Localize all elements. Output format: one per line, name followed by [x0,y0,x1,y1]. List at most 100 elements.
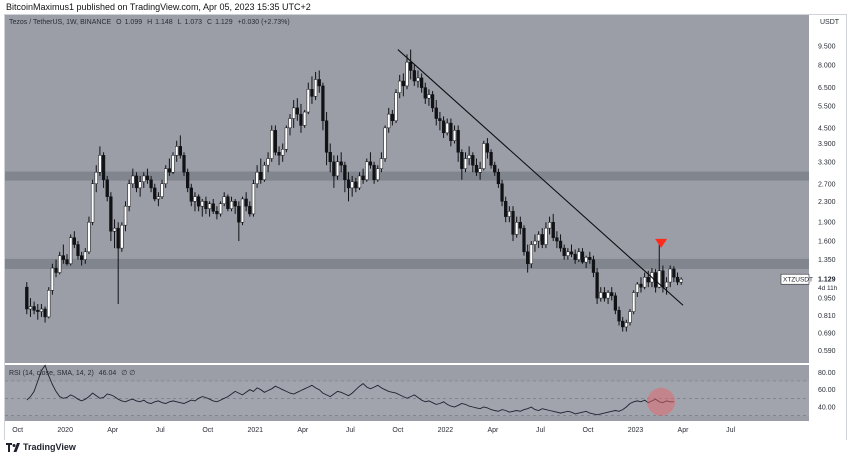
annotation-layer [655,238,668,248]
candle-body [138,181,142,189]
candle-body [646,276,650,283]
rsi-tick-label: 40.00 [818,405,836,412]
rsi-settings-icons[interactable]: ∅ ∅ [121,370,136,377]
time-tick-label: Jul [536,427,545,434]
candle-body [313,79,318,97]
candle-body [47,290,51,318]
candle-body [540,234,544,245]
time-tick-label: Jul [156,427,165,434]
candle-body [43,308,47,318]
candle-body [577,251,581,260]
candle-body [569,251,574,255]
candle-body [496,171,501,185]
candle-body [178,146,182,156]
candle-body [409,61,413,71]
candle-body [504,201,508,217]
candle-body [335,161,340,177]
candle-body [642,276,647,288]
candle-body [39,308,44,312]
candle-body [32,306,36,311]
tradingview-logo[interactable]: TradingView [6,442,76,452]
candle-body [211,203,215,212]
candle-body [533,240,537,245]
candle-body [602,292,607,299]
candle-body [262,164,267,181]
candle-body [156,196,161,200]
candle-body [621,320,625,328]
symbol-tag: XTZUSDT [783,277,813,284]
candle-body [515,221,519,235]
candle-body [36,310,40,312]
price-tick-label: 8.000 [818,62,836,69]
candle-body [233,201,237,207]
candle-body [536,234,541,242]
candle-body [434,107,438,119]
candle-body [445,122,449,134]
time-tick-label: 2020 [57,427,73,434]
candle-body [376,168,380,181]
candle-body [372,164,376,181]
candle-body [149,179,153,189]
candle-body [365,161,369,181]
candle-body [28,306,33,310]
price-tick-label: 1.350 [818,257,836,264]
price-tick-label: 4.500 [818,125,836,132]
candle-body [405,61,409,87]
candle-body [171,155,175,173]
pair-title[interactable]: Tezos / TetherUS, 1W, BINANCE [9,19,112,26]
resistance-zone-0 [5,171,809,181]
candle-body [511,211,515,235]
candle-body [390,113,395,122]
countdown-label: 4d 11h [818,285,838,292]
candle-body [204,201,208,209]
time-tick-label: 2022 [438,427,454,434]
rsi-layer [5,364,809,416]
close-label: C [207,19,213,26]
descending-trendline [397,49,684,306]
candle-body [354,181,358,189]
candle-body [493,164,497,173]
candle-body [248,205,252,215]
footer-bar [0,440,850,456]
candle-body [580,251,585,263]
time-tick-label: Jul [346,427,355,434]
candle-body [321,85,325,122]
candle-body [529,244,533,265]
candle-body [346,179,351,189]
candle-body [482,143,486,169]
candle-body [105,179,109,197]
time-tick-label: Apr [107,427,119,434]
symbol-tag-box [780,273,810,285]
candle-body [196,196,201,207]
rsi-legend: RSI (14, close, SMA, 14, 2) 46.04 ∅ ∅ [9,369,138,377]
candle-body [591,259,596,273]
candle-body [379,158,384,169]
candle-body [613,295,618,311]
candle-body [302,111,307,126]
open-value: 1.099 [124,19,143,26]
candle-body [83,251,87,260]
rsi-line [26,364,674,416]
candle-body [438,118,442,122]
candle-body [288,118,292,129]
candle-body [624,322,628,328]
candle-body [182,155,186,173]
candle-body [562,247,566,256]
candle-body [116,227,120,249]
candle-body [416,77,420,82]
candle-body [65,259,69,265]
candle-body [489,152,493,166]
rsi-name[interactable]: RSI (14, close, SMA, 14, 2) [9,370,94,377]
resistance-zones [5,171,809,269]
candle-body [76,244,80,256]
candle-body [277,152,281,156]
price-tick-label: 6.500 [818,85,836,92]
candle-body [101,155,106,181]
candle-body [295,107,299,115]
candle-body [127,183,131,207]
candle-body [467,155,471,159]
candle-body [412,70,416,82]
candle-body [255,171,259,185]
candle-body [251,183,256,215]
